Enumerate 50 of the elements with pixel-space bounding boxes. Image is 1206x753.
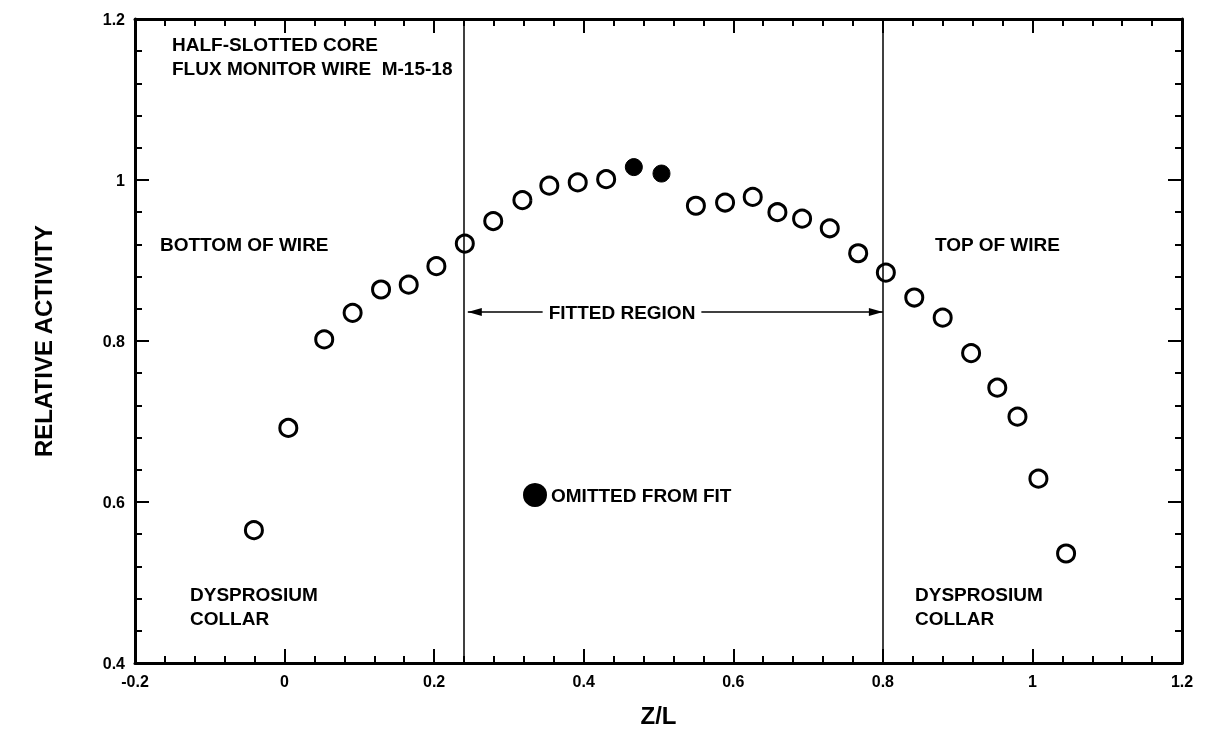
point (314, 329, 335, 350)
x-tick-label: 0.2 (423, 672, 446, 690)
point (512, 190, 533, 211)
point (483, 211, 504, 232)
point (567, 172, 588, 193)
x-tick-label: -0.2 (121, 672, 149, 690)
y-axis-title: RELATIVE ACTIVITY (29, 224, 57, 458)
point (715, 192, 736, 213)
point (932, 307, 953, 328)
point (1028, 468, 1049, 489)
x-tick-label: 1.2 (1170, 672, 1194, 690)
point (904, 287, 925, 308)
point (742, 186, 763, 207)
x-tick-label: 1 (1027, 672, 1037, 690)
x-tick-label: 0.6 (722, 672, 745, 690)
point (652, 164, 671, 183)
point (685, 195, 706, 216)
annotation: BOTTOM OF WIRE (160, 233, 329, 255)
y-tick-label: 0.6 (102, 493, 126, 511)
x-tick-label: 0 (280, 672, 290, 690)
legend-label: OMITTED FROM FIT (551, 484, 732, 506)
y-tick-label: 1.2 (102, 10, 126, 28)
point (278, 417, 299, 438)
point (398, 274, 419, 295)
point (987, 377, 1008, 398)
point (426, 256, 447, 277)
x-axis-title: Z/L (640, 701, 677, 729)
annotation: TOP OF WIRE (935, 233, 1060, 255)
annotation: DYSPROSIUM COLLAR (190, 583, 318, 629)
point (792, 208, 813, 229)
point (767, 202, 788, 223)
annotation: DYSPROSIUM COLLAR (915, 583, 1043, 629)
point (819, 218, 840, 239)
x-tick-label: 0.8 (871, 672, 895, 690)
point (342, 302, 363, 323)
x-tick-label: 0.4 (572, 672, 595, 690)
point (539, 175, 560, 196)
point (596, 169, 617, 190)
annotation: HALF-SLOTTED CORE FLUX MONITOR WIRE M-15-18 (172, 33, 453, 79)
point (624, 158, 643, 177)
point (371, 279, 392, 300)
y-tick-label: 0.8 (102, 332, 126, 350)
y-tick-label: 0.4 (102, 654, 126, 672)
point (243, 520, 264, 541)
point (1056, 543, 1077, 564)
annotation: FITTED REGION (548, 301, 696, 323)
point (848, 243, 869, 264)
point (961, 343, 982, 364)
y-tick-label: 1 (116, 171, 126, 189)
point (1007, 406, 1028, 427)
